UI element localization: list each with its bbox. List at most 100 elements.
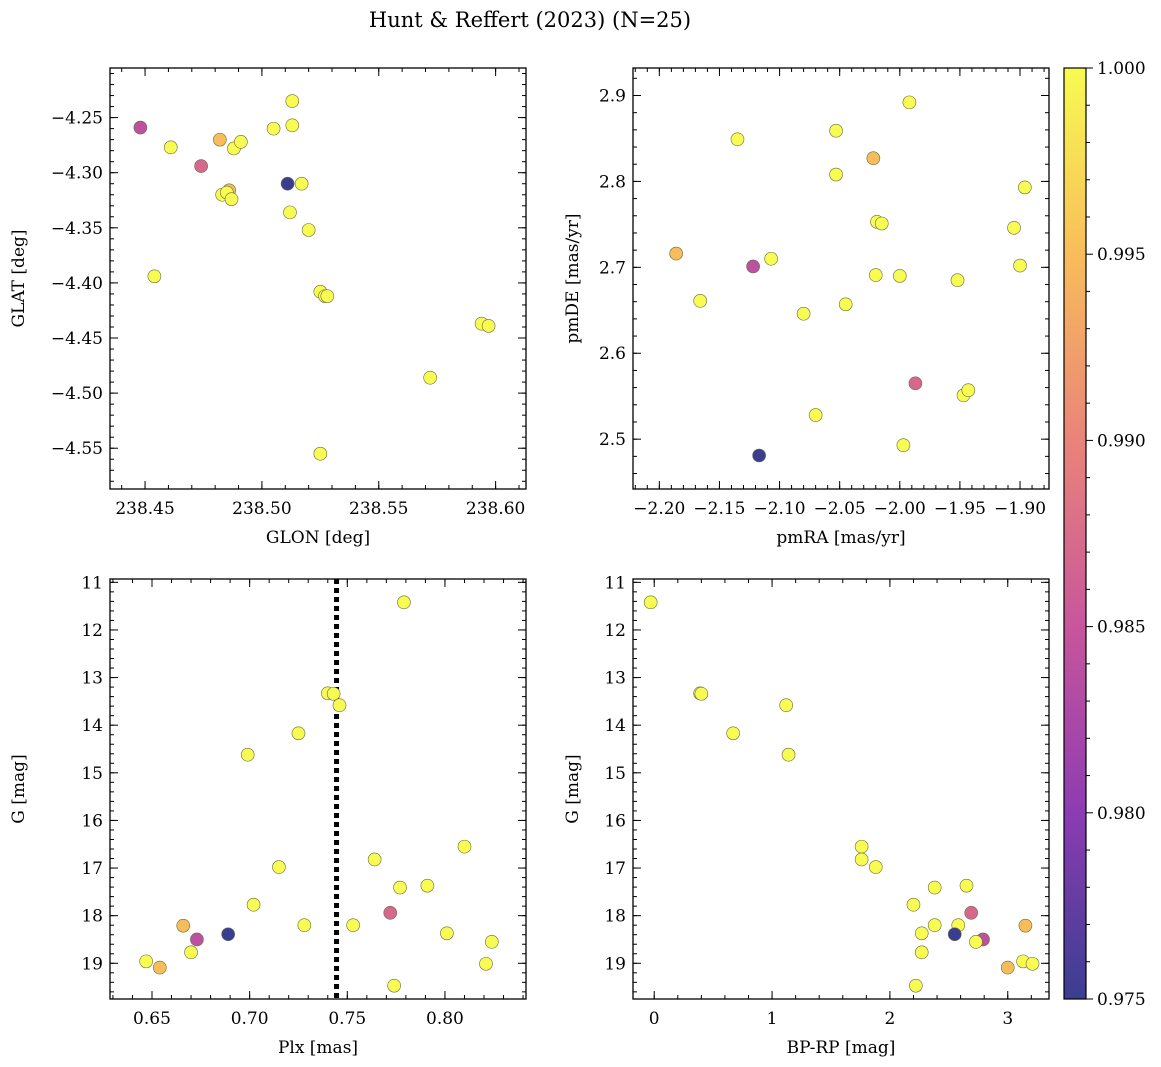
data-point (133, 120, 148, 135)
data-point (669, 246, 683, 261)
y-tick-label: −4.35 (51, 219, 103, 239)
y-tick-label: 17 (81, 859, 103, 879)
data-point (326, 686, 341, 701)
data-point (829, 123, 843, 138)
y-tick-label: 18 (81, 907, 103, 927)
data-point (313, 446, 328, 461)
y-tick-label: 19 (604, 954, 626, 974)
colorbar-tick-label: 0.980 (1097, 804, 1146, 824)
data-point (868, 268, 883, 282)
y-tick-label: 2.8 (599, 172, 626, 192)
data-point (908, 376, 923, 391)
panel-glon-glat: 238.45 238.50 238.55 238.60 −4.25 −4.30 −4.35 −… (9, 67, 527, 548)
y-tick-label: 2.7 (599, 258, 626, 278)
y-tick-label: 16 (81, 811, 103, 831)
data-point (383, 906, 398, 920)
y-tick-label: 2.6 (599, 344, 626, 364)
y-tick-label: 17 (604, 859, 626, 879)
y-tick-label: 13 (604, 669, 626, 689)
data-point (1025, 956, 1040, 971)
data-point (909, 978, 923, 993)
figure-title: Hunt & Reffert (2023) (N=25) (369, 8, 691, 32)
x-tick-label: 238.60 (466, 499, 525, 519)
data-point (927, 880, 942, 895)
data-point (730, 132, 745, 147)
data-point (479, 956, 493, 971)
data-point (854, 839, 869, 854)
colorbar-gradient (1063, 67, 1087, 1000)
x-tick-label: −1.90 (994, 499, 1046, 519)
x-tick-label: 0 (649, 1009, 660, 1029)
data-point (781, 747, 796, 762)
data-point (1013, 258, 1027, 273)
y-tick-label: 12 (604, 621, 626, 641)
data-point (485, 935, 499, 949)
data-point (874, 216, 889, 231)
data-point (440, 926, 454, 941)
x-axis-label: pmRA [mas/yr] (776, 528, 905, 548)
data-point (914, 926, 929, 941)
data-point (224, 192, 239, 206)
data-point (959, 878, 974, 893)
data-point (163, 140, 178, 155)
x-tick-label: 0.75 (328, 1009, 366, 1029)
y-tick-label: −4.45 (51, 329, 103, 349)
data-point (961, 383, 976, 397)
data-point (393, 880, 407, 895)
colorbar-tick-label: 0.985 (1097, 618, 1146, 638)
x-tick-label: 0.80 (426, 1009, 464, 1029)
y-tick-label: 15 (81, 764, 103, 784)
data-point (240, 747, 255, 762)
axes-frame (109, 578, 527, 1000)
colorbar-tick-label: 0.995 (1097, 245, 1146, 265)
y-tick-label: 12 (81, 621, 103, 641)
data-point (950, 273, 965, 288)
y-tick-label: 16 (604, 811, 626, 831)
data-point (726, 726, 740, 741)
data-point (896, 438, 911, 452)
y-axis-label: G [mag] (563, 754, 583, 823)
data-point (927, 918, 942, 932)
data-point (280, 176, 295, 191)
data-point (1007, 221, 1021, 235)
x-tick-label: 3 (1002, 1009, 1013, 1029)
data-point (746, 259, 760, 274)
x-tick-label: 0.65 (133, 1009, 171, 1029)
data-point (291, 726, 306, 741)
panel-plx-g: 0.65 0.70 0.75 0.80 11 12 13 14 15 16 17 18 19 Plx [m… (9, 573, 527, 1058)
colorbar-tick-label: 1.000 (1097, 59, 1146, 79)
data-point (387, 978, 401, 993)
x-tick-label: −2.10 (754, 499, 806, 519)
scatter-panels: 238.45 238.50 238.55 238.60 −4.25 −4.30 −4.35 −… (9, 67, 1050, 1058)
y-tick-label: −4.25 (51, 109, 103, 129)
data-point (420, 878, 435, 893)
data-point (285, 118, 300, 133)
x-axis-label: BP-RP [mag] (787, 1038, 896, 1058)
x-tick-label: 238.50 (232, 499, 291, 519)
y-tick-label: 11 (604, 573, 626, 593)
data-point (221, 927, 235, 942)
data-point (184, 945, 198, 960)
data-point (397, 595, 411, 610)
x-tick-label: 238.45 (115, 499, 174, 519)
x-tick-label: 238.55 (349, 499, 408, 519)
data-point (457, 839, 472, 854)
y-tick-label: 2.5 (599, 430, 626, 450)
y-tick-label: 2.9 (599, 86, 626, 106)
minor-ticks (110, 579, 526, 999)
axes-frame (632, 578, 1050, 1000)
data-point (176, 918, 191, 933)
minor-ticks (110, 68, 526, 489)
data-point (779, 698, 794, 712)
data-point (808, 408, 823, 422)
data-point (213, 132, 227, 147)
x-tick-label: −2.15 (693, 499, 745, 519)
data-point (693, 294, 708, 308)
y-tick-label: 19 (81, 954, 103, 974)
data-point (283, 205, 297, 220)
data-point (868, 860, 883, 874)
data-point (694, 686, 709, 701)
data-point (752, 448, 766, 463)
data-point (829, 167, 843, 182)
data-point (902, 95, 917, 110)
